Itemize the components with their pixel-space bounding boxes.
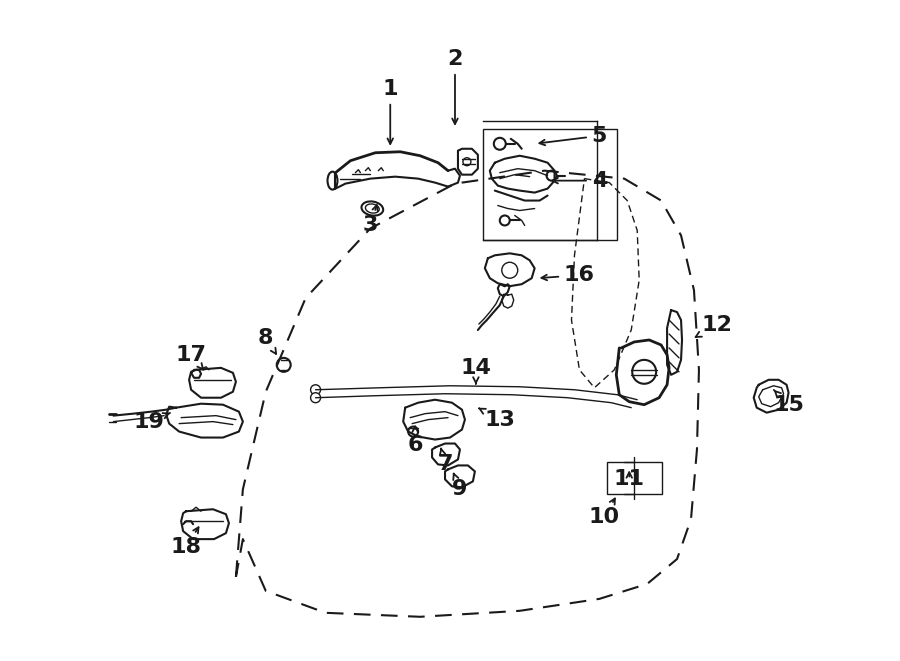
Bar	[608, 463, 662, 494]
Text: 5: 5	[539, 126, 608, 146]
Text: 2: 2	[447, 49, 463, 124]
Text: 7: 7	[437, 449, 453, 475]
Text: 1: 1	[382, 79, 398, 144]
Text: 6: 6	[408, 426, 423, 455]
Text: 3: 3	[363, 205, 378, 235]
Text: 17: 17	[176, 345, 207, 370]
Text: 16: 16	[542, 265, 595, 286]
Text: 11: 11	[614, 469, 644, 489]
Text: 19: 19	[134, 412, 170, 432]
Text: 13: 13	[479, 408, 515, 430]
Text: 12: 12	[696, 315, 733, 337]
Text: 9: 9	[453, 473, 468, 499]
Circle shape	[310, 393, 320, 403]
Text: 15: 15	[773, 390, 804, 414]
Text: 8: 8	[258, 328, 276, 354]
Bar	[483, 129, 617, 241]
Text: 4: 4	[553, 171, 608, 190]
Text: 18: 18	[171, 527, 202, 557]
Text: 10: 10	[589, 498, 620, 527]
Circle shape	[310, 385, 320, 395]
Text: 14: 14	[461, 358, 491, 383]
